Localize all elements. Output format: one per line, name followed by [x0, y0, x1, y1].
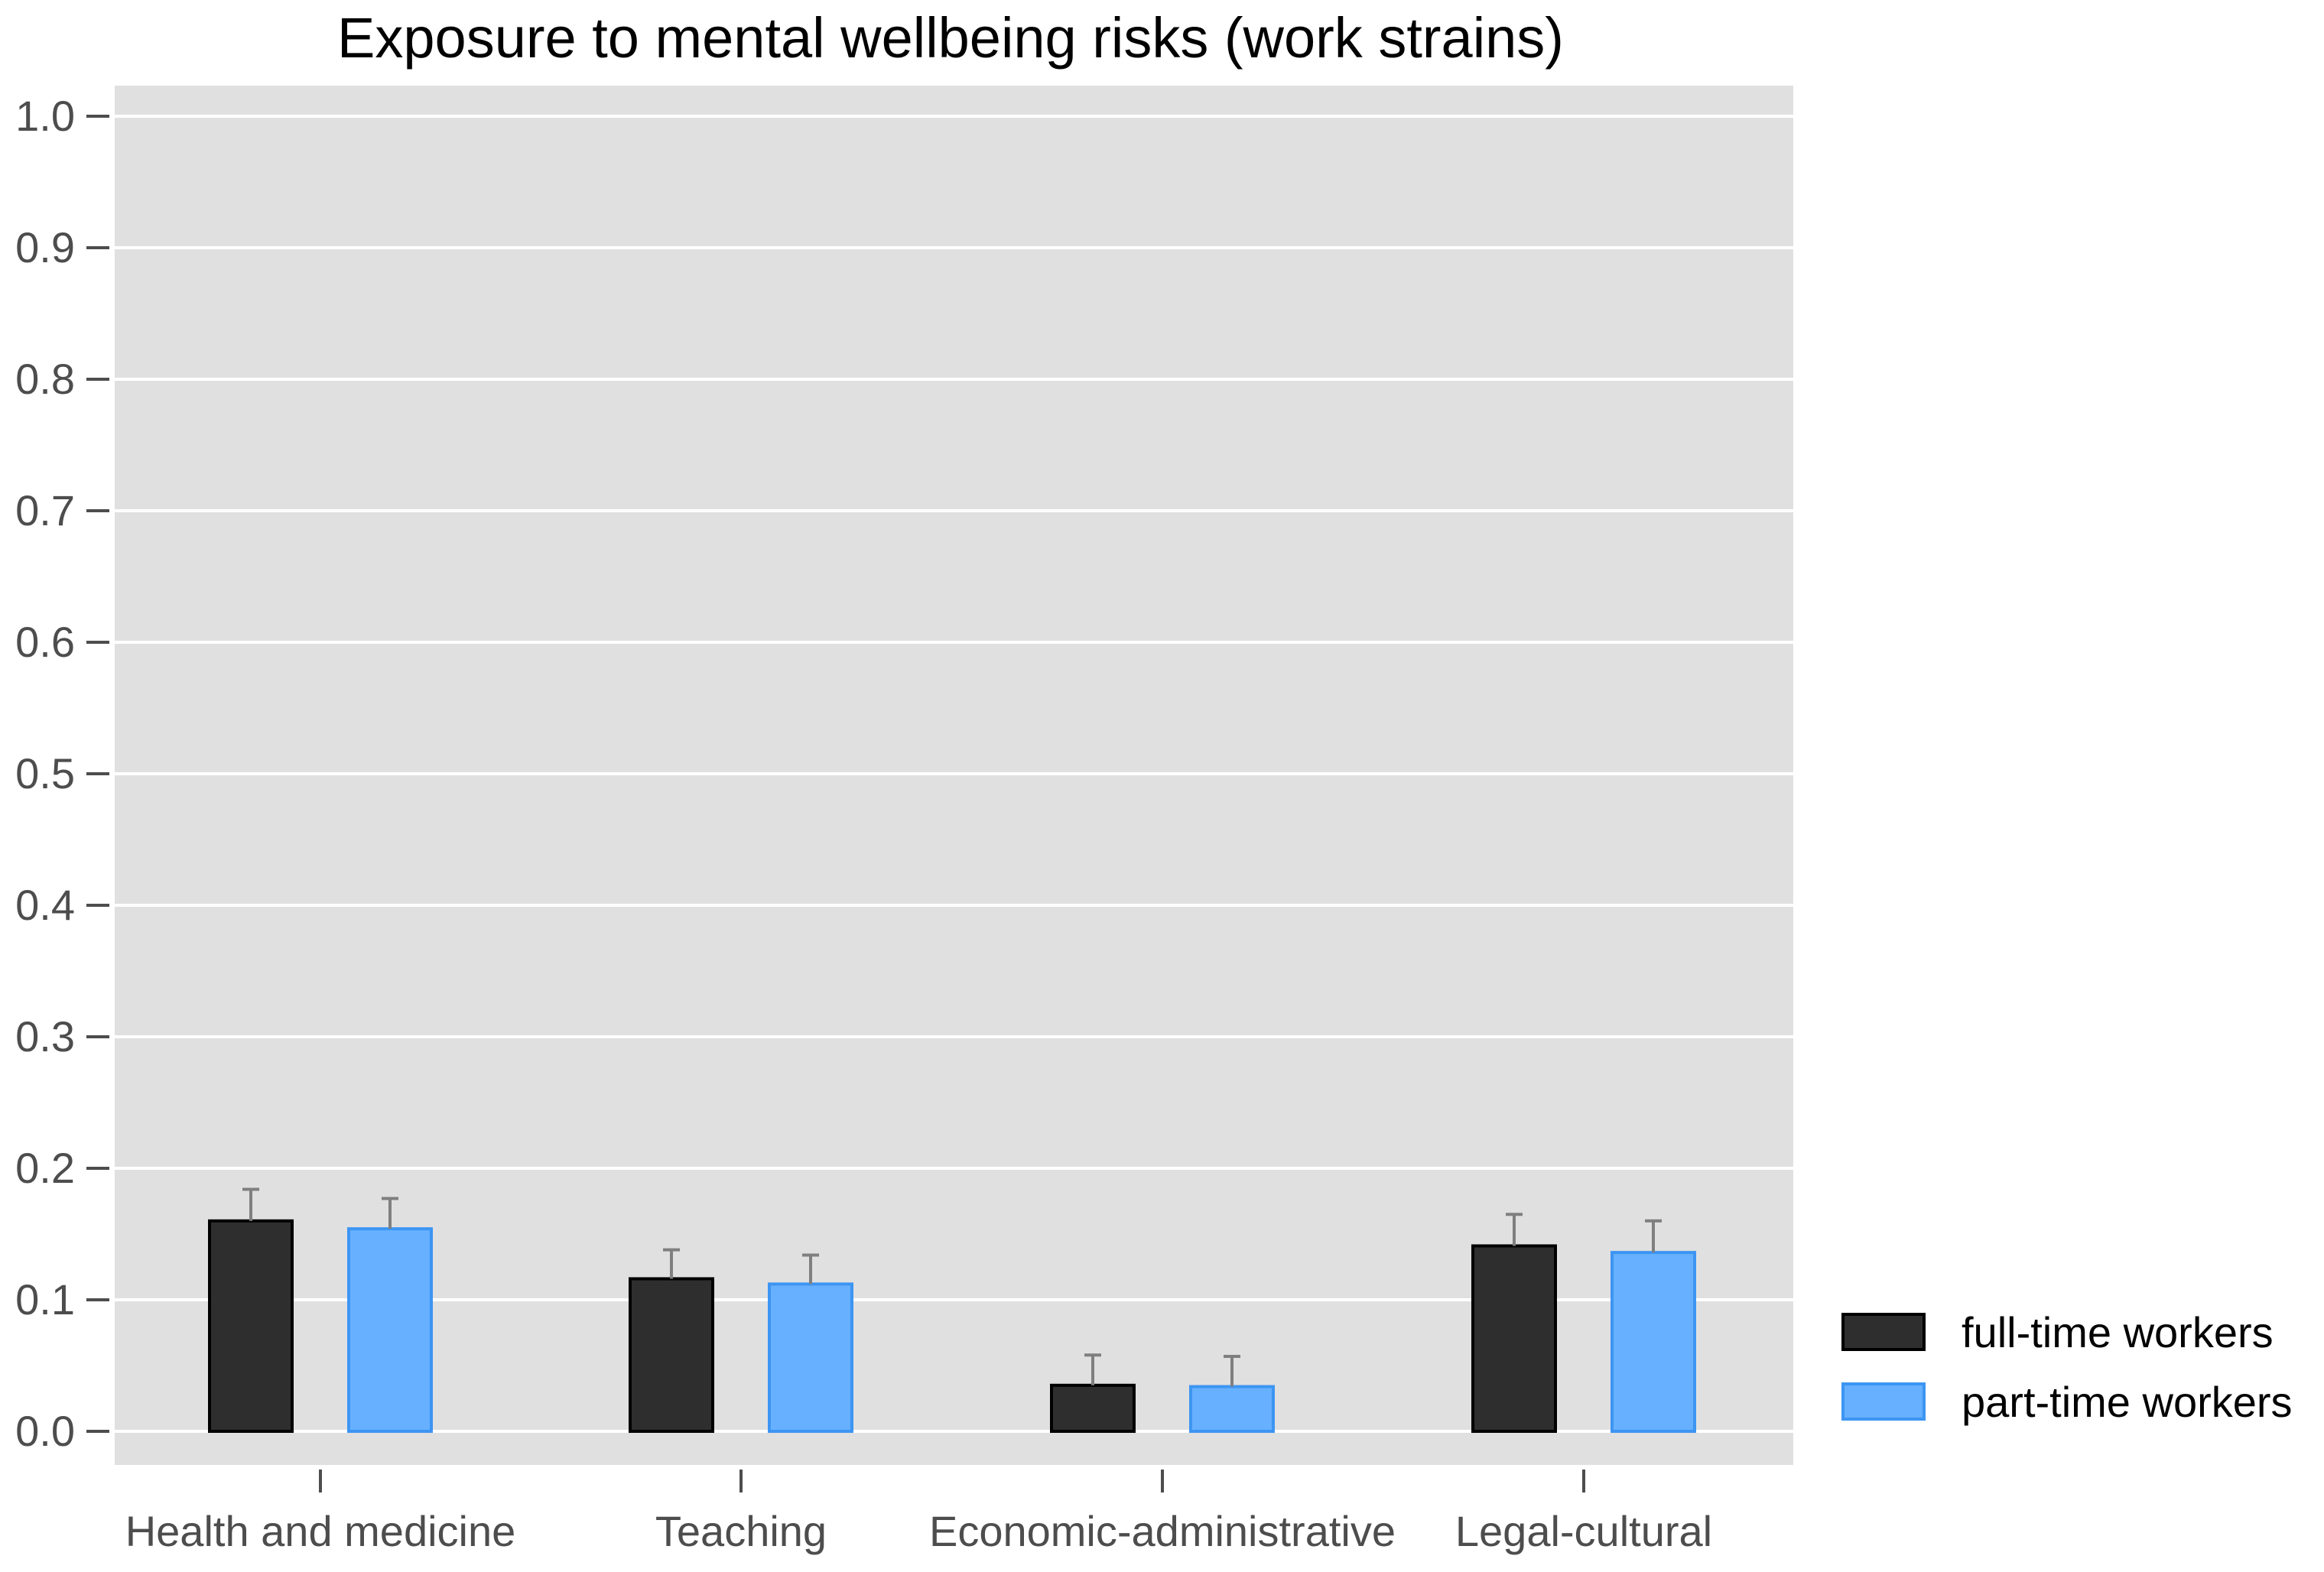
y-tick-label: 0.9 [15, 223, 75, 271]
bar-full-time [1050, 1383, 1136, 1434]
legend: full-time workers part-time workers [1841, 1308, 2293, 1426]
x-tick-label: Teaching [655, 1507, 827, 1555]
legend-label-full-time: full-time workers [1962, 1308, 2274, 1356]
bar-part-time [347, 1227, 433, 1433]
bar-part-time [1611, 1251, 1696, 1433]
x-axis: Health and medicine Teaching Economic-admi… [125, 1470, 1712, 1555]
y-tick-label: 1.0 [15, 92, 75, 140]
chart-title: Exposure to mental wellbeing risks (work… [337, 6, 1564, 70]
y-tick-label: 0.8 [15, 355, 75, 403]
y-tick-label: 0.3 [15, 1012, 75, 1060]
bar-part-time [768, 1282, 853, 1433]
y-tick-label: 0.0 [15, 1407, 75, 1455]
y-tick-label: 0.6 [15, 618, 75, 666]
bar-full-time [208, 1219, 294, 1434]
x-tick-label: Health and medicine [125, 1507, 516, 1555]
y-tick-label: 0.1 [15, 1275, 75, 1324]
bar-full-time [629, 1277, 714, 1433]
grid-lines [115, 115, 1793, 1433]
y-tick-label: 0.2 [15, 1144, 75, 1192]
bar-part-time [1189, 1385, 1275, 1434]
legend-label-part-time: part-time workers [1962, 1378, 2293, 1426]
legend-swatch-full-time [1841, 1313, 1926, 1351]
y-tick-label: 0.7 [15, 486, 75, 534]
x-tick-label: Legal-cultural [1455, 1507, 1712, 1555]
y-tick-label: 0.5 [15, 749, 75, 797]
bar-full-time [1471, 1244, 1557, 1433]
y-tick-label: 0.4 [15, 881, 75, 929]
x-tick-label: Economic-administrative [929, 1507, 1396, 1555]
legend-swatch-part-time [1841, 1382, 1926, 1421]
y-axis: 0.0 0.1 0.2 0.3 0.4 0.5 0.6 0.7 0.8 0.9 1.0 [15, 92, 109, 1455]
bars [208, 1187, 1696, 1434]
